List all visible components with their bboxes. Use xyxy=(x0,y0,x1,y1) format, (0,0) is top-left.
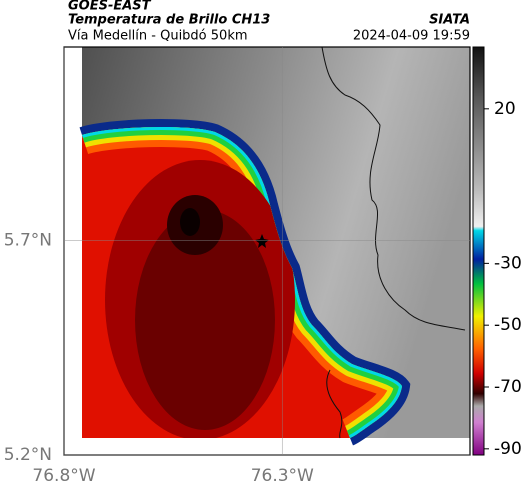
colorbar-tick-label: -30 xyxy=(494,253,522,273)
colorbar-tick-label: -90 xyxy=(494,439,522,459)
colorbar xyxy=(472,46,485,456)
title: GOES-EAST xyxy=(68,0,152,14)
timestamp: 2024-04-09 19:59 xyxy=(353,29,470,44)
location-marker xyxy=(255,234,269,248)
borders xyxy=(321,46,466,439)
colorbar-tick-label: -70 xyxy=(494,377,522,397)
source: SIATA xyxy=(429,13,470,28)
colorbar-tick-label: 20 xyxy=(494,99,516,119)
subtitle: Temperatura de Brillo CH13 xyxy=(68,13,270,28)
x-tick-label: 76.3°W xyxy=(251,466,314,486)
colorbar-tick-label: -50 xyxy=(494,315,522,335)
x-tick-label: 76.8°W xyxy=(32,466,95,486)
y-tick-label: 5.7°N xyxy=(4,230,52,250)
route: Vía Medellín - Quibdó 50km xyxy=(68,29,248,44)
y-tick-label: 5.2°N xyxy=(4,445,52,465)
